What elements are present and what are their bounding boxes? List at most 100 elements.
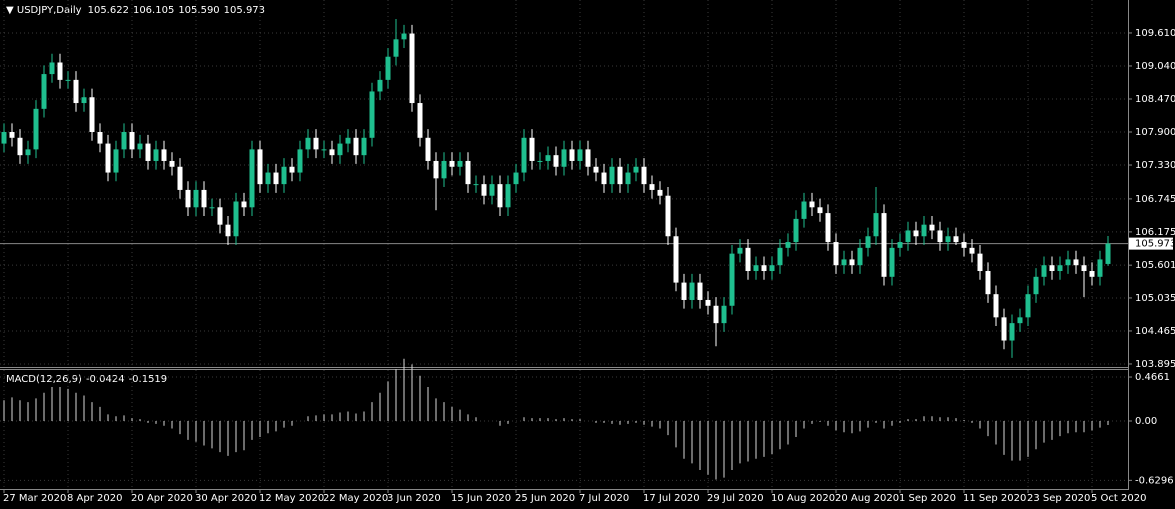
candle-body	[1073, 259, 1079, 266]
candle-body	[545, 155, 551, 161]
x-tick-label: 29 Jul 2020	[707, 493, 764, 504]
x-tick-label: 17 Jul 2020	[643, 493, 700, 504]
candle-body	[945, 236, 951, 243]
candle-body	[777, 247, 783, 266]
candle-body	[1105, 243, 1111, 264]
candle-body	[305, 137, 311, 150]
candle-body	[961, 242, 967, 248]
y-tick-label: 105.601	[1135, 260, 1175, 271]
candle-body	[625, 172, 631, 185]
candle-body	[361, 137, 367, 156]
candle-body	[745, 247, 751, 272]
high-label: 106.105	[133, 5, 174, 16]
candle-body	[881, 213, 887, 277]
candle-body	[913, 230, 919, 237]
x-tick-label: 20 Apr 2020	[131, 493, 193, 504]
y-tick-label: 107.330	[1135, 160, 1175, 171]
candle-body	[769, 265, 775, 272]
candle-body	[785, 242, 791, 248]
candle-body	[33, 108, 39, 150]
candle-body	[513, 172, 519, 185]
candle-body	[41, 74, 47, 109]
candle-body	[233, 201, 239, 237]
candle-body	[225, 224, 231, 237]
candle-body	[17, 137, 23, 156]
candle-body	[113, 149, 119, 173]
candle-body	[1017, 317, 1023, 324]
candle-body	[177, 166, 183, 190]
candle-body	[969, 247, 975, 254]
candle-body	[929, 224, 935, 231]
candle-body	[561, 149, 567, 167]
candle-body	[873, 213, 879, 237]
candle-body	[665, 195, 671, 237]
x-tick-label: 3 Jun 2020	[387, 493, 441, 504]
candle-body	[841, 259, 847, 266]
candle-body	[217, 207, 223, 225]
candle-body	[153, 149, 159, 161]
candle-body	[1001, 317, 1007, 341]
candle-body	[121, 132, 127, 150]
candle-body	[809, 201, 815, 208]
chart-header: ▼ USDJPY,Daily 105.622 106.105 105.590 105.9…	[6, 5, 265, 16]
candle-body	[1089, 271, 1095, 277]
candle-body	[81, 97, 87, 104]
candle-body	[297, 149, 303, 173]
candle-body	[449, 160, 455, 167]
candle-body	[673, 236, 679, 283]
candle-body	[1033, 276, 1039, 295]
candle-body	[457, 160, 463, 167]
candle-body	[329, 149, 335, 156]
symbol: USDJPY,Daily	[17, 5, 82, 16]
candle-body	[105, 143, 111, 173]
candle-body	[761, 265, 767, 272]
candle-body	[585, 149, 591, 167]
candle-body	[1081, 265, 1087, 272]
x-tick-label: 7 Jul 2020	[579, 493, 629, 504]
candle-body	[25, 149, 31, 156]
candle-body	[369, 91, 375, 138]
y-tick-label: 0.00	[1135, 416, 1157, 427]
candle-body	[169, 160, 175, 167]
y-tick-label: 106.745	[1135, 194, 1175, 205]
candle-body	[161, 149, 167, 161]
candle-body	[321, 149, 327, 151]
candle-body	[1065, 259, 1071, 266]
candle-body	[593, 166, 599, 173]
candle-body	[977, 253, 983, 272]
candle-body	[985, 271, 991, 295]
x-tick-label: 25 Jun 2020	[515, 493, 575, 504]
price-tag	[1129, 237, 1173, 250]
candle-body	[689, 282, 695, 300]
candle-body	[753, 265, 759, 272]
candle-body	[609, 166, 615, 185]
x-tick-label: 8 Apr 2020	[67, 493, 122, 504]
collapse-icon: ▼	[6, 5, 17, 16]
candle-body	[865, 236, 871, 248]
candle-body	[681, 282, 687, 300]
candle-body	[921, 224, 927, 237]
candle-body	[89, 97, 95, 133]
candle-body	[833, 242, 839, 266]
candle-body	[129, 132, 135, 150]
candle-body	[649, 184, 655, 190]
candle-body	[481, 184, 487, 196]
candle-body	[345, 137, 351, 144]
candle-body	[705, 299, 711, 306]
candle-body	[265, 172, 271, 185]
y-tick-label: 103.895	[1135, 359, 1175, 370]
candle-body	[425, 137, 431, 161]
open-label: 105.622	[88, 5, 129, 16]
y-tick-label: -0.6296	[1135, 475, 1174, 486]
candle-body	[905, 230, 911, 243]
candle-body	[73, 79, 79, 104]
candle-body	[209, 207, 215, 209]
candle-body	[441, 160, 447, 179]
candle-body	[721, 305, 727, 324]
candle-body	[281, 166, 287, 185]
x-tick-label: 15 Jun 2020	[451, 493, 511, 504]
candle-body	[409, 33, 415, 104]
candle-body	[993, 294, 999, 318]
candle-body	[49, 62, 55, 75]
